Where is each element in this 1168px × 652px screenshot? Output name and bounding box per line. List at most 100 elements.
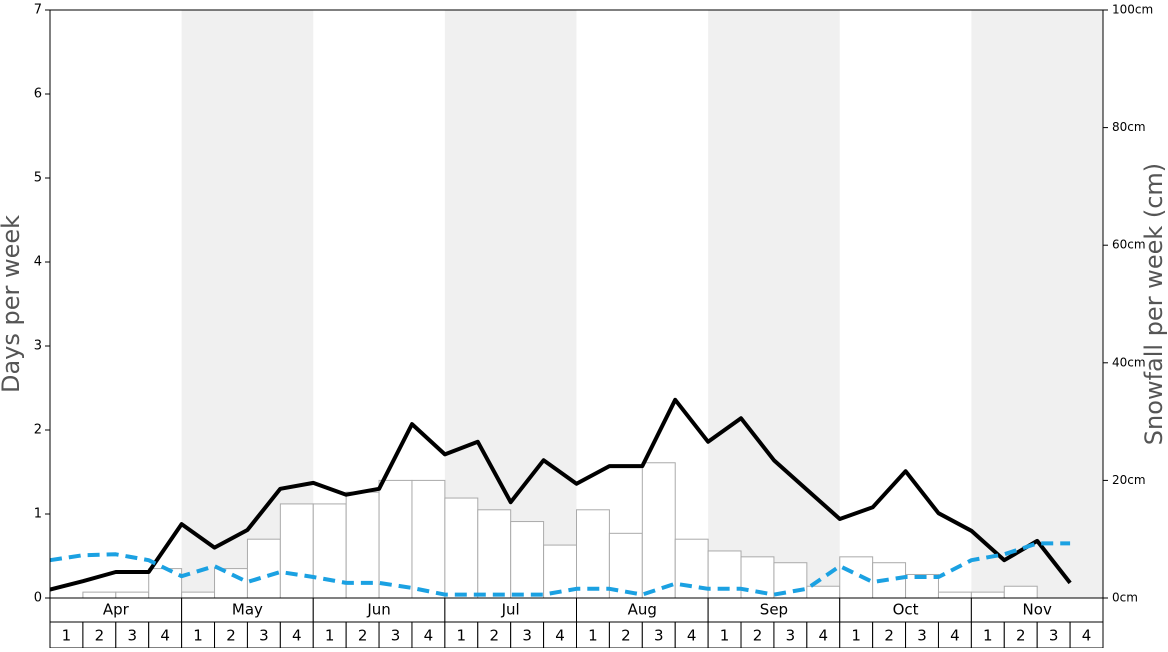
bar	[279, 503, 314, 599]
week-cell	[674, 621, 709, 649]
x-tick-label: 4	[292, 627, 302, 645]
x-tick-label: 2	[95, 627, 105, 645]
x-tick-label: 1	[325, 627, 335, 645]
bar	[115, 591, 150, 599]
week-cell	[806, 621, 841, 649]
x-tick-label: 3	[1049, 627, 1059, 645]
bar	[82, 591, 117, 599]
week-cell	[510, 621, 545, 649]
month-label: Nov	[1023, 601, 1052, 619]
x-tick-label: 4	[424, 627, 434, 645]
month-cell	[312, 597, 446, 623]
y-axis-label: Days per week	[0, 215, 25, 393]
bar	[378, 479, 413, 599]
month-cell	[839, 597, 972, 623]
month-band	[181, 10, 314, 598]
bar	[214, 568, 248, 599]
week-cell	[1069, 621, 1104, 649]
y-tick-label: 2	[34, 423, 42, 438]
x-tick-label: 2	[884, 627, 894, 645]
bar	[444, 497, 479, 599]
month-label: Oct	[893, 601, 919, 619]
y2-axis-label: Snowfall per week (cm)	[1140, 163, 1168, 445]
y-tick-label: 4	[34, 255, 42, 270]
bar	[937, 591, 972, 599]
line	[49, 541, 1071, 597]
bar	[411, 479, 446, 599]
x-tick-label: 3	[391, 627, 401, 645]
month-band	[708, 10, 840, 598]
month-cell	[970, 597, 1104, 623]
month-label: Aug	[628, 601, 657, 619]
x-tick-label: 1	[588, 627, 598, 645]
x-tick-label: 2	[621, 627, 631, 645]
x-tick-label: 1	[983, 627, 993, 645]
bar	[707, 550, 742, 599]
x-tick-label: 2	[226, 627, 236, 645]
line	[49, 397, 1072, 592]
y-tick-label: 1	[34, 507, 42, 522]
x-tick-label: 1	[62, 627, 72, 645]
x-tick-label: 1	[851, 627, 861, 645]
week-cell	[1003, 621, 1038, 649]
y-tick-label: 5	[34, 171, 42, 186]
y-tick-label: 0	[34, 591, 42, 606]
month-label: May	[232, 601, 263, 619]
x-tick-label: 2	[1016, 627, 1026, 645]
x-tick-label: 4	[687, 627, 697, 645]
x-tick-label: 4	[555, 627, 565, 645]
week-cell	[82, 621, 117, 649]
week-cell	[641, 621, 676, 649]
y2-tick-label: 40cm	[1112, 355, 1146, 369]
bar	[576, 509, 610, 599]
y2-tick-label: 60cm	[1112, 238, 1146, 252]
month-cell	[707, 597, 841, 623]
month-label: Apr	[103, 601, 130, 619]
month-cell	[576, 597, 709, 623]
week-cell	[345, 621, 380, 649]
bar	[1003, 585, 1038, 599]
y2-tick-label: 80cm	[1112, 120, 1146, 134]
x-tick-label: 4	[160, 627, 170, 645]
y2-tick-label: 0cm	[1112, 591, 1138, 605]
y2-tick-label: 100cm	[1112, 3, 1153, 17]
x-tick-label: 3	[917, 627, 927, 645]
x-tick-label: 4	[1082, 627, 1092, 645]
week-cell	[148, 621, 183, 649]
week-cell	[773, 621, 808, 649]
month-label: Jul	[501, 601, 520, 619]
month-band	[971, 10, 1103, 598]
month-cell	[49, 597, 183, 623]
x-tick-label: 4	[819, 627, 829, 645]
y2-tick-label: 20cm	[1112, 473, 1146, 487]
week-cell	[937, 621, 972, 649]
month-label: Sep	[760, 601, 788, 619]
week-cell	[740, 621, 775, 649]
y-tick-label: 6	[34, 87, 42, 102]
x-tick-label: 3	[127, 627, 137, 645]
x-tick-label: 3	[654, 627, 664, 645]
bar	[246, 538, 281, 599]
bar	[148, 568, 183, 599]
x-tick-label: 1	[720, 627, 730, 645]
bar	[181, 591, 216, 599]
bar	[477, 509, 512, 599]
bar	[312, 503, 347, 599]
x-tick-label: 4	[950, 627, 960, 645]
x-tick-label: 3	[786, 627, 796, 645]
x-tick-label: 2	[489, 627, 499, 645]
x-tick-label: 1	[193, 627, 203, 645]
week-cell	[214, 621, 248, 649]
x-tick-label: 3	[522, 627, 532, 645]
bar	[970, 591, 1005, 599]
x-tick-label: 2	[753, 627, 763, 645]
week-cell	[181, 621, 216, 649]
x-tick-label: 2	[358, 627, 368, 645]
y-tick-label: 7	[34, 3, 42, 18]
month-label: Jun	[366, 601, 390, 619]
week-cell	[839, 621, 874, 649]
y-tick-label: 3	[34, 339, 42, 354]
x-tick-label: 3	[259, 627, 269, 645]
week-cell	[312, 621, 347, 649]
